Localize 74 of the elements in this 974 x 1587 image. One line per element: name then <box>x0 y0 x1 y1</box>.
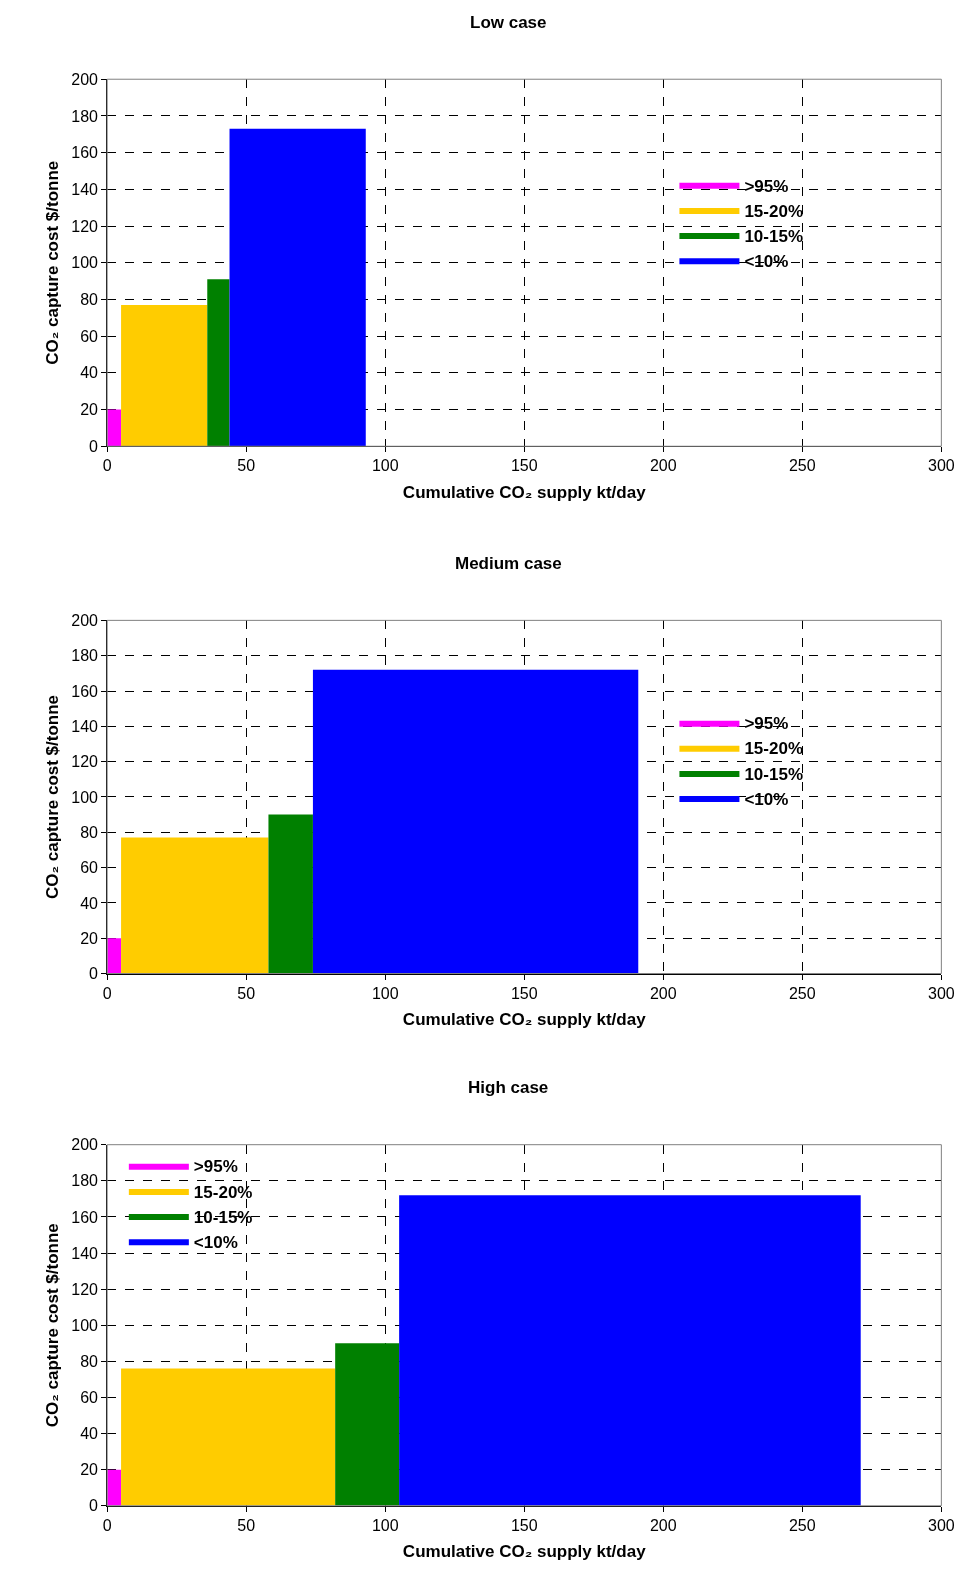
y-tick-label: 160 <box>71 1208 99 1226</box>
legend-label: 10-15% <box>744 226 804 246</box>
y-tick-label: 0 <box>89 965 99 983</box>
x-tick-label: 0 <box>102 984 112 1002</box>
x-tick-label: 200 <box>649 1516 677 1534</box>
chart-title: Medium case <box>455 554 562 573</box>
y-tick-label: 120 <box>71 217 99 235</box>
y-tick-label: 120 <box>71 753 99 771</box>
chart-title: High case <box>468 1078 549 1097</box>
y-tick-label: 140 <box>71 180 99 198</box>
y-tick-label: 20 <box>80 929 99 947</box>
x-axis-title: Cumulative CO₂ supply kt/day <box>402 1542 647 1562</box>
y-tick-label: 80 <box>80 1352 99 1370</box>
x-tick-label: 50 <box>237 1516 256 1534</box>
x-tick-label: 300 <box>928 984 955 1002</box>
x-axis-title: Cumulative CO₂ supply kt/day <box>402 1010 647 1030</box>
y-tick-label: 180 <box>71 1172 99 1190</box>
x-tick-label: 250 <box>788 1516 816 1534</box>
y-axis-title: CO₂ capture cost $/tonne <box>42 694 62 899</box>
y-tick-label: 100 <box>71 1316 99 1334</box>
x-tick-label: 300 <box>928 1516 955 1534</box>
legend-label: 10-15% <box>744 764 804 784</box>
y-tick-label: 20 <box>80 401 99 419</box>
x-tick-label: 0 <box>102 1516 112 1534</box>
x-tick-label: 150 <box>510 457 538 475</box>
x-tick-label: 200 <box>649 457 677 475</box>
y-tick-label: 40 <box>80 364 99 382</box>
legend-label: <10% <box>193 1232 238 1252</box>
legend-label: <10% <box>744 789 789 809</box>
x-tick-label: 50 <box>237 984 256 1002</box>
x-tick-label: 100 <box>371 984 399 1002</box>
x-tick-label: 0 <box>102 457 112 475</box>
y-tick-label: 140 <box>71 717 99 735</box>
legend-label: >95% <box>744 176 789 196</box>
y-tick-label: 60 <box>80 859 99 877</box>
x-tick-label: 150 <box>510 1516 538 1534</box>
y-tick-label: 160 <box>71 682 99 700</box>
y-axis-title: CO₂ capture cost $/tonne <box>42 1223 62 1428</box>
x-tick-label: 100 <box>371 1516 399 1534</box>
legend-label: <10% <box>744 251 789 271</box>
legend-label: 15-20% <box>744 201 804 221</box>
y-tick-label: 60 <box>80 327 99 345</box>
y-tick-label: 200 <box>71 611 99 629</box>
y-tick-label: 0 <box>89 437 99 455</box>
y-tick-label: 120 <box>71 1280 99 1298</box>
x-tick-label: 150 <box>510 984 538 1002</box>
y-tick-label: 140 <box>71 1244 99 1262</box>
y-tick-label: 40 <box>80 894 99 912</box>
legend-label: 15-20% <box>744 739 804 759</box>
x-axis-title: Cumulative CO₂ supply kt/day <box>402 482 647 502</box>
x-tick-label: 100 <box>371 457 399 475</box>
chart-title: Low case <box>470 13 547 32</box>
y-tick-label: 200 <box>71 1136 99 1154</box>
legend-label: >95% <box>193 1157 238 1177</box>
y-tick-label: 100 <box>71 788 99 806</box>
y-tick-label: 40 <box>80 1425 99 1443</box>
legend-label: 15-20% <box>193 1182 253 1202</box>
x-tick-label: 50 <box>237 457 256 475</box>
y-tick-label: 80 <box>80 291 99 309</box>
y-tick-label: 180 <box>71 647 99 665</box>
legend-label: >95% <box>744 714 789 734</box>
x-tick-label: 250 <box>788 457 816 475</box>
y-tick-label: 160 <box>71 144 99 162</box>
y-tick-label: 60 <box>80 1389 99 1407</box>
y-axis-title: CO₂ capture cost $/tonne <box>42 160 62 365</box>
x-tick-label: 200 <box>649 984 677 1002</box>
y-tick-label: 200 <box>71 70 99 88</box>
x-tick-label: 250 <box>788 984 816 1002</box>
y-tick-label: 0 <box>89 1497 99 1515</box>
y-tick-label: 80 <box>80 823 99 841</box>
y-tick-label: 180 <box>71 107 99 125</box>
y-tick-label: 100 <box>71 254 99 272</box>
y-tick-label: 20 <box>80 1461 99 1479</box>
x-tick-label: 300 <box>928 457 955 475</box>
